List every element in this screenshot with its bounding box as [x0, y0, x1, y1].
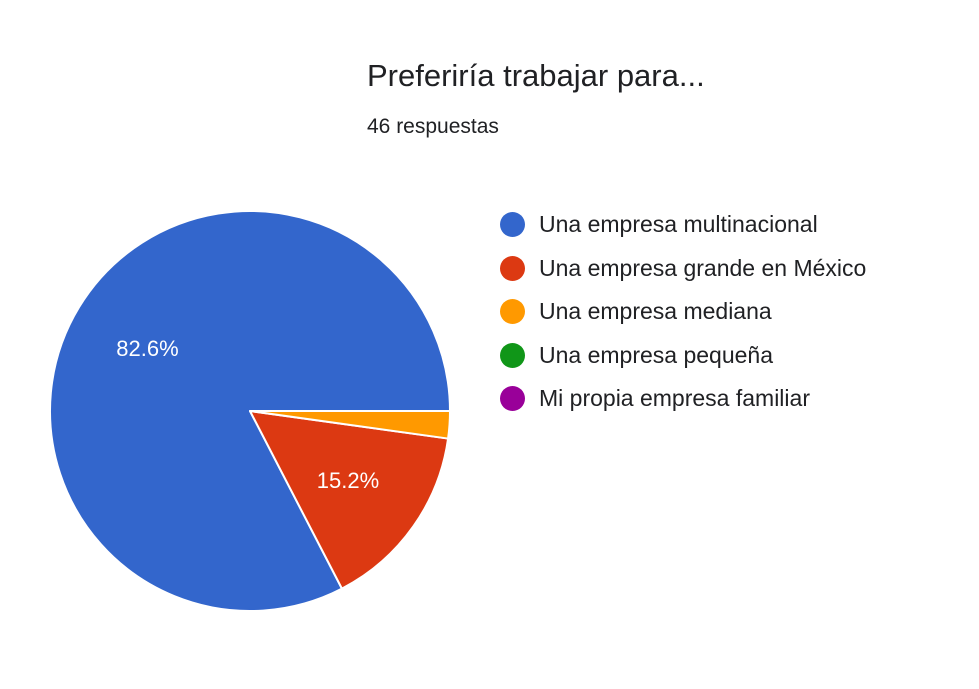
response-count: 46 respuestas: [367, 115, 499, 138]
legend-item[interactable]: Mi propia empresa familiar: [500, 377, 866, 421]
slice-percent-label: 82.6%: [116, 336, 178, 361]
slice-percent-label: 15.2%: [317, 468, 379, 493]
chart-title: Preferiría trabajar para...: [367, 58, 705, 93]
legend-item[interactable]: Una empresa grande en México: [500, 247, 866, 291]
legend-swatch: [500, 212, 525, 238]
legend-item[interactable]: Una empresa pequeña: [500, 334, 866, 378]
legend-label: Una empresa grande en México: [539, 254, 867, 281]
legend-item[interactable]: Una empresa mediana: [500, 290, 866, 334]
legend-item[interactable]: Una empresa multinacional: [500, 203, 866, 247]
legend-label: Mi propia empresa familiar: [539, 385, 810, 412]
legend-label: Una empresa pequeña: [539, 341, 773, 368]
legend-label: Una empresa multinacional: [539, 211, 818, 238]
legend-swatch: [500, 342, 525, 368]
legend-swatch: [500, 299, 525, 325]
pie-slice[interactable]: [249, 410, 450, 590]
legend-label: Una empresa mediana: [539, 298, 772, 325]
legend-swatch: [500, 386, 525, 412]
pie-slice[interactable]: [249, 410, 451, 440]
legend-swatch: [500, 255, 525, 281]
legend: Una empresa multinacional Una empresa gra…: [500, 203, 866, 421]
